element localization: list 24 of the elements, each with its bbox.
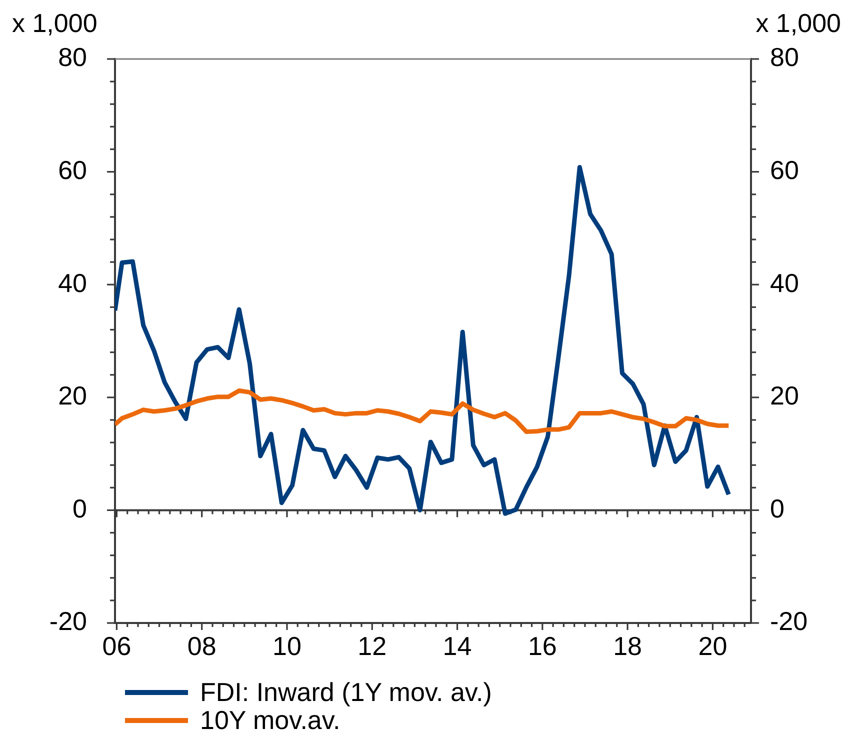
y-axis-title: x 1,000: [12, 8, 98, 38]
x-tick-label: 08: [187, 630, 216, 661]
x-tick-label: 06: [102, 630, 132, 661]
y2-tick-label: -20: [770, 606, 808, 636]
y-tick-label: 20: [58, 380, 87, 411]
y2-tick-label: 60: [770, 154, 799, 185]
x-tick-label: 16: [528, 630, 557, 661]
y2-tick-label: 20: [770, 380, 799, 411]
y-tick-label: 80: [58, 42, 87, 72]
y-tick-label: 0: [72, 493, 87, 524]
y-tick-label: -20: [49, 606, 87, 636]
x-tick-label: 12: [358, 630, 387, 661]
x-tick-label: 18: [613, 630, 642, 661]
y-tick-label: 40: [58, 268, 87, 298]
x-tick-label: 10: [272, 630, 302, 661]
y-tick-label: 60: [58, 154, 87, 185]
legend-label: FDI: Inward (1Y mov. av.): [200, 676, 492, 708]
y2-tick-label: 0: [770, 493, 784, 524]
legend-label: 10Y mov.av.: [200, 704, 340, 733]
x-tick-label: 20: [698, 630, 728, 661]
y2-tick-label: 80: [770, 42, 799, 72]
x-tick-label: 14: [442, 630, 472, 661]
y2-tick-label: 40: [770, 268, 799, 298]
y2-axis-title: x 1,000: [756, 8, 841, 38]
